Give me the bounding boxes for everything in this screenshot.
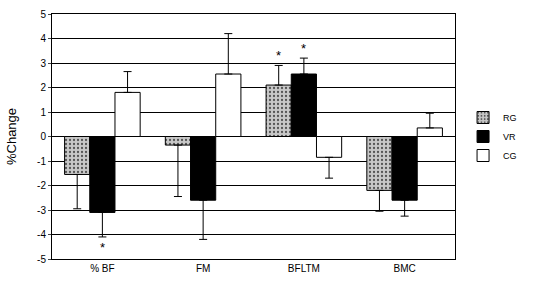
svg-text:0: 0 xyxy=(40,131,46,142)
svg-text:4: 4 xyxy=(40,33,46,44)
svg-text:-4: -4 xyxy=(37,229,46,240)
svg-text:-2: -2 xyxy=(37,180,46,191)
svg-text:-3: -3 xyxy=(37,205,46,216)
svg-text:VR: VR xyxy=(503,132,516,142)
svg-text:CG: CG xyxy=(503,151,517,161)
svg-text:5: 5 xyxy=(40,9,46,20)
svg-text:RG: RG xyxy=(503,113,517,123)
svg-text:BFLTM: BFLTM xyxy=(288,263,320,274)
svg-text:3: 3 xyxy=(40,58,46,69)
svg-text:*: * xyxy=(276,48,281,63)
svg-text:*: * xyxy=(100,240,105,255)
svg-text:FM: FM xyxy=(196,263,210,274)
svg-text:BMC: BMC xyxy=(394,263,416,274)
svg-text:% BF: % BF xyxy=(90,263,114,274)
svg-text:1: 1 xyxy=(40,107,46,118)
svg-text:*: * xyxy=(301,41,306,56)
svg-text:-5: -5 xyxy=(37,254,46,265)
svg-text:-1: -1 xyxy=(37,156,46,167)
svg-text:%Change: %Change xyxy=(4,108,19,165)
svg-text:2: 2 xyxy=(40,82,46,93)
